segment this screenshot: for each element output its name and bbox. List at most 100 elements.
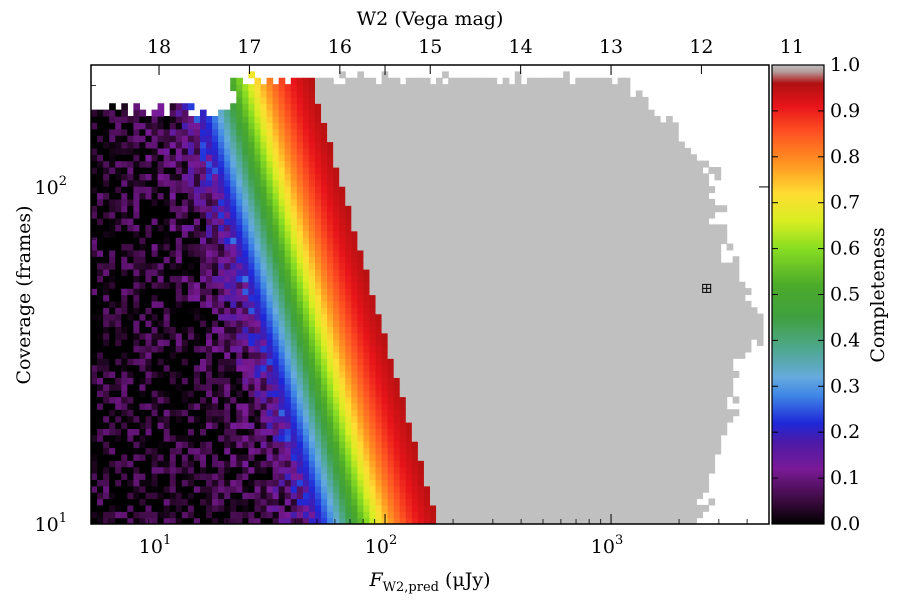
heatmap-cell xyxy=(91,269,98,276)
heatmap-cell xyxy=(369,383,377,391)
heatmap-cell xyxy=(133,453,141,461)
heatmap-cell xyxy=(115,371,122,378)
heatmap-cell xyxy=(460,492,467,500)
heatmap-cell xyxy=(187,498,195,506)
heatmap-cell xyxy=(678,428,685,436)
heatmap-cell xyxy=(514,351,522,359)
heatmap-cell xyxy=(684,320,691,327)
heatmap-cell xyxy=(345,466,352,474)
heatmap-cell xyxy=(242,294,249,302)
heatmap-cell xyxy=(653,383,661,391)
heatmap-cell xyxy=(708,402,716,410)
heatmap-cell xyxy=(351,517,358,524)
heatmap-cell xyxy=(436,409,443,417)
heatmap-cell xyxy=(714,447,722,455)
heatmap-cell xyxy=(569,307,576,315)
heatmap-cell xyxy=(532,237,540,245)
heatmap-cell xyxy=(545,422,552,429)
heatmap-cell xyxy=(411,409,419,417)
heatmap-cell xyxy=(339,281,346,289)
heatmap-cell xyxy=(157,313,165,321)
heatmap-cell xyxy=(466,383,473,391)
heatmap-cell xyxy=(169,275,177,283)
heatmap-cell xyxy=(254,218,262,225)
heatmap-cell xyxy=(423,288,431,296)
heatmap-cell xyxy=(242,492,249,500)
heatmap-cell xyxy=(708,447,716,455)
heatmap-cell xyxy=(181,441,189,449)
heatmap-cell xyxy=(563,320,570,327)
heatmap-cell xyxy=(278,498,286,506)
heatmap-cell xyxy=(466,479,473,487)
heatmap-cell xyxy=(611,447,619,455)
heatmap-cell xyxy=(490,422,498,429)
heatmap-cell xyxy=(369,492,377,500)
heatmap-cell xyxy=(181,447,189,455)
heatmap-cell xyxy=(581,415,588,423)
heatmap-cell xyxy=(181,364,189,372)
heatmap-cell xyxy=(423,281,431,289)
heatmap-cell xyxy=(133,371,141,378)
heatmap-cell xyxy=(199,396,207,404)
heatmap-cell xyxy=(684,479,691,487)
heatmap-cell xyxy=(617,383,625,391)
heatmap-cell xyxy=(526,281,534,289)
heatmap-cell xyxy=(254,466,262,474)
heatmap-cell xyxy=(236,326,243,334)
heatmap-cell xyxy=(193,320,201,327)
heatmap-cell xyxy=(430,383,437,391)
heatmap-cell xyxy=(454,447,461,455)
heatmap-cell xyxy=(121,383,128,391)
heatmap-cell xyxy=(296,441,304,449)
heatmap-cell xyxy=(417,479,425,487)
heatmap-cell xyxy=(242,288,249,296)
heatmap-cell xyxy=(647,275,655,283)
heatmap-cell xyxy=(593,441,601,449)
heatmap-cell xyxy=(466,453,473,461)
heatmap-cell xyxy=(484,390,492,398)
heatmap-cell xyxy=(357,460,365,468)
heatmap-cell xyxy=(460,473,467,480)
heatmap-cell xyxy=(605,409,613,417)
heatmap-cell xyxy=(266,326,274,334)
heatmap-cell xyxy=(260,390,268,398)
heatmap-cell xyxy=(684,415,691,423)
heatmap-cell xyxy=(236,300,243,308)
heatmap-cell xyxy=(696,377,704,385)
heatmap-cell xyxy=(115,383,122,391)
heatmap-cell xyxy=(629,320,637,327)
heatmap-cell xyxy=(381,485,389,493)
heatmap-cell xyxy=(666,428,673,436)
heatmap-cell xyxy=(708,320,716,327)
heatmap-cell xyxy=(97,504,104,512)
heatmap-cell xyxy=(387,492,395,500)
heatmap-cell xyxy=(387,390,395,398)
heatmap-cell xyxy=(314,479,322,487)
heatmap-cell xyxy=(532,288,540,296)
heatmap-cell xyxy=(339,345,346,353)
heatmap-cell xyxy=(333,313,340,321)
heatmap-cell xyxy=(587,351,595,359)
heatmap-cell xyxy=(115,269,122,276)
heatmap-cell xyxy=(266,294,274,302)
heatmap-cell xyxy=(302,428,310,436)
heatmap-cell xyxy=(411,249,419,257)
heatmap-cell xyxy=(532,517,540,524)
heatmap-cell xyxy=(411,288,419,296)
heatmap-cell xyxy=(187,492,195,500)
heatmap-cell xyxy=(339,434,346,442)
heatmap-cell xyxy=(611,409,619,417)
heatmap-cell xyxy=(278,409,286,417)
heatmap-cell xyxy=(430,409,437,417)
heatmap-cell xyxy=(502,402,510,410)
heatmap-cell xyxy=(690,453,697,461)
heatmap-cell xyxy=(230,300,237,308)
heatmap-cell xyxy=(230,377,237,385)
heatmap-cell xyxy=(399,434,407,442)
heatmap-cell xyxy=(308,371,316,378)
heatmap-cell xyxy=(327,288,334,296)
heatmap-cell xyxy=(278,402,286,410)
heatmap-cell xyxy=(545,396,552,404)
heatmap-cell xyxy=(508,358,516,366)
heatmap-cell xyxy=(442,326,449,334)
